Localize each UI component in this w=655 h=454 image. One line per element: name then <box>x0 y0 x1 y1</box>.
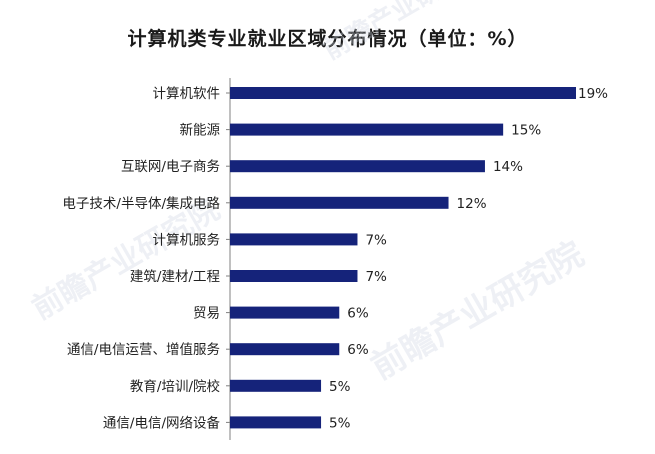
value-label: 5% <box>329 379 351 395</box>
value-label: 7% <box>365 269 387 285</box>
value-label: 12% <box>457 196 487 212</box>
bar <box>230 270 358 282</box>
bar <box>230 306 340 319</box>
bar <box>230 343 340 356</box>
value-label: 5% <box>329 415 351 431</box>
category-label: 教育/培训/院校 <box>130 378 221 395</box>
value-label: 19% <box>578 86 608 102</box>
bar <box>230 233 358 246</box>
category-label: 建筑/建材/工程 <box>130 269 220 285</box>
value-label: 7% <box>365 232 387 248</box>
category-label: 计算机软件 <box>153 86 221 102</box>
category-label: 计算机服务 <box>153 232 221 248</box>
value-label: 6% <box>347 306 369 322</box>
bar <box>230 196 449 209</box>
bar <box>230 379 322 392</box>
category-label: 贸易 <box>193 306 220 322</box>
watermark-text: 前瞻产业研究院 <box>365 234 591 388</box>
category-label: 电子技术/半导体/集成电路 <box>62 196 220 212</box>
bar <box>230 87 576 99</box>
chart-title: 计算机类专业就业区域分布情况（单位：%） <box>127 28 528 50</box>
category-label: 通信/电信运营、增值服务 <box>67 342 220 358</box>
bars-group: 计算机软件 19% 新能源 15% 互联网/电子商务 14% 电子技术/半导体/集成电路 12… <box>62 86 608 431</box>
watermark-layer: 前瞻产业研究院 前瞻产业研究院 前瞻产业研究院 <box>27 0 591 388</box>
value-label: 15% <box>511 123 541 139</box>
category-label: 互联网/电子商务 <box>121 159 220 175</box>
bar <box>230 416 322 429</box>
category-label: 通信/电信/网络设备 <box>103 414 221 431</box>
value-label: 14% <box>493 159 523 175</box>
bar <box>230 160 485 173</box>
watermark-text: 前瞻产业研究院 <box>318 0 491 66</box>
bar <box>230 123 504 136</box>
category-label: 新能源 <box>180 123 221 139</box>
value-label: 6% <box>347 342 369 358</box>
